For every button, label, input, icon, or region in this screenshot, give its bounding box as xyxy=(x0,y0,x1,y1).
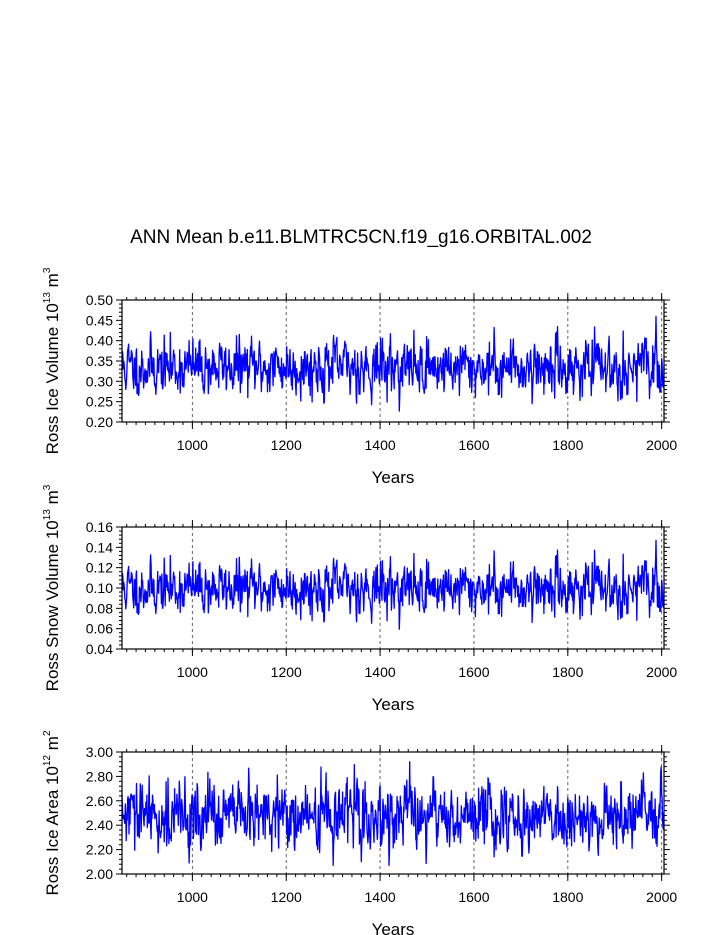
y-tick-label: 0.40 xyxy=(86,333,113,349)
x-tick-label: 1600 xyxy=(458,437,489,453)
series-line xyxy=(121,315,665,412)
x-axis-title: Years xyxy=(372,920,415,935)
x-tick-label: 1000 xyxy=(177,437,208,453)
y-axis-title: Ross Snow Volume 1013 m3 xyxy=(42,484,62,691)
x-tick-label: 1200 xyxy=(271,889,302,905)
y-tick-label: 2.80 xyxy=(86,768,113,784)
x-axis-title: Years xyxy=(372,468,415,487)
x-tick-label: 1800 xyxy=(552,664,583,680)
chart-panel-ross-snow-volume: 0.04 0.06 0.08 0.10 0.12 0.14 0.16 1000 1200 1400… xyxy=(42,484,677,714)
x-tick-label: 1000 xyxy=(177,664,208,680)
x-tick-label: 2000 xyxy=(646,664,677,680)
x-axis-title: Years xyxy=(372,695,415,714)
y-axis-title: Ross Ice Area 1012 m2 xyxy=(42,730,62,895)
y-tick-label: 0.14 xyxy=(86,539,113,555)
y-tick-label: 2.60 xyxy=(86,793,113,809)
x-tick-label: 1200 xyxy=(271,437,302,453)
y-tick-label: 0.04 xyxy=(86,641,113,657)
y-tick-label: 0.50 xyxy=(86,292,113,308)
x-tick-label: 1600 xyxy=(458,889,489,905)
x-tick-label: 1200 xyxy=(271,664,302,680)
x-tick-label: 2000 xyxy=(646,889,677,905)
x-tick-label: 1400 xyxy=(365,664,396,680)
chart-main-title: ANN Mean b.e11.BLMTRC5CN.f19_g16.ORBITAL… xyxy=(130,227,592,248)
x-tick-label: 1600 xyxy=(458,664,489,680)
x-tick-label: 1800 xyxy=(552,437,583,453)
y-tick-label: 0.30 xyxy=(86,373,113,389)
y-axis-title: Ross Ice Volume 1013 m3 xyxy=(42,267,62,454)
y-tick-label: 3.00 xyxy=(86,744,113,760)
y-tick-label: 2.00 xyxy=(86,866,113,882)
y-tick-label: 2.40 xyxy=(86,817,113,833)
x-tick-label: 2000 xyxy=(646,437,677,453)
y-tick-label: 0.25 xyxy=(86,394,113,410)
chart-panel-ross-ice-area: 2.00 2.20 2.40 2.60 2.80 3.00 1000 1200 1400 1600… xyxy=(42,730,677,935)
chart-panel-ross-ice-volume: 0.20 0.25 0.30 0.35 0.40 0.45 0.50 1000 1200 1400… xyxy=(42,267,677,487)
y-tick-label: 0.06 xyxy=(86,621,113,637)
y-tick-label: 0.45 xyxy=(86,312,113,328)
y-tick-label: 0.16 xyxy=(86,519,113,535)
y-tick-label: 0.12 xyxy=(86,560,113,576)
y-tick-label: 0.10 xyxy=(86,580,113,596)
x-tick-label: 1000 xyxy=(177,889,208,905)
y-tick-label: 0.20 xyxy=(86,414,113,430)
y-tick-label: 0.08 xyxy=(86,600,113,616)
y-tick-label: 2.20 xyxy=(86,842,113,858)
x-tick-label: 1400 xyxy=(365,889,396,905)
x-tick-label: 1400 xyxy=(365,437,396,453)
plot-frame xyxy=(121,751,665,875)
chart-panels: 0.20 0.25 0.30 0.35 0.40 0.45 0.50 1000 1200 1400… xyxy=(42,267,677,935)
y-tick-label: 0.35 xyxy=(86,353,113,369)
series-line xyxy=(121,761,665,867)
x-tick-label: 1800 xyxy=(552,889,583,905)
series-line xyxy=(121,539,665,630)
